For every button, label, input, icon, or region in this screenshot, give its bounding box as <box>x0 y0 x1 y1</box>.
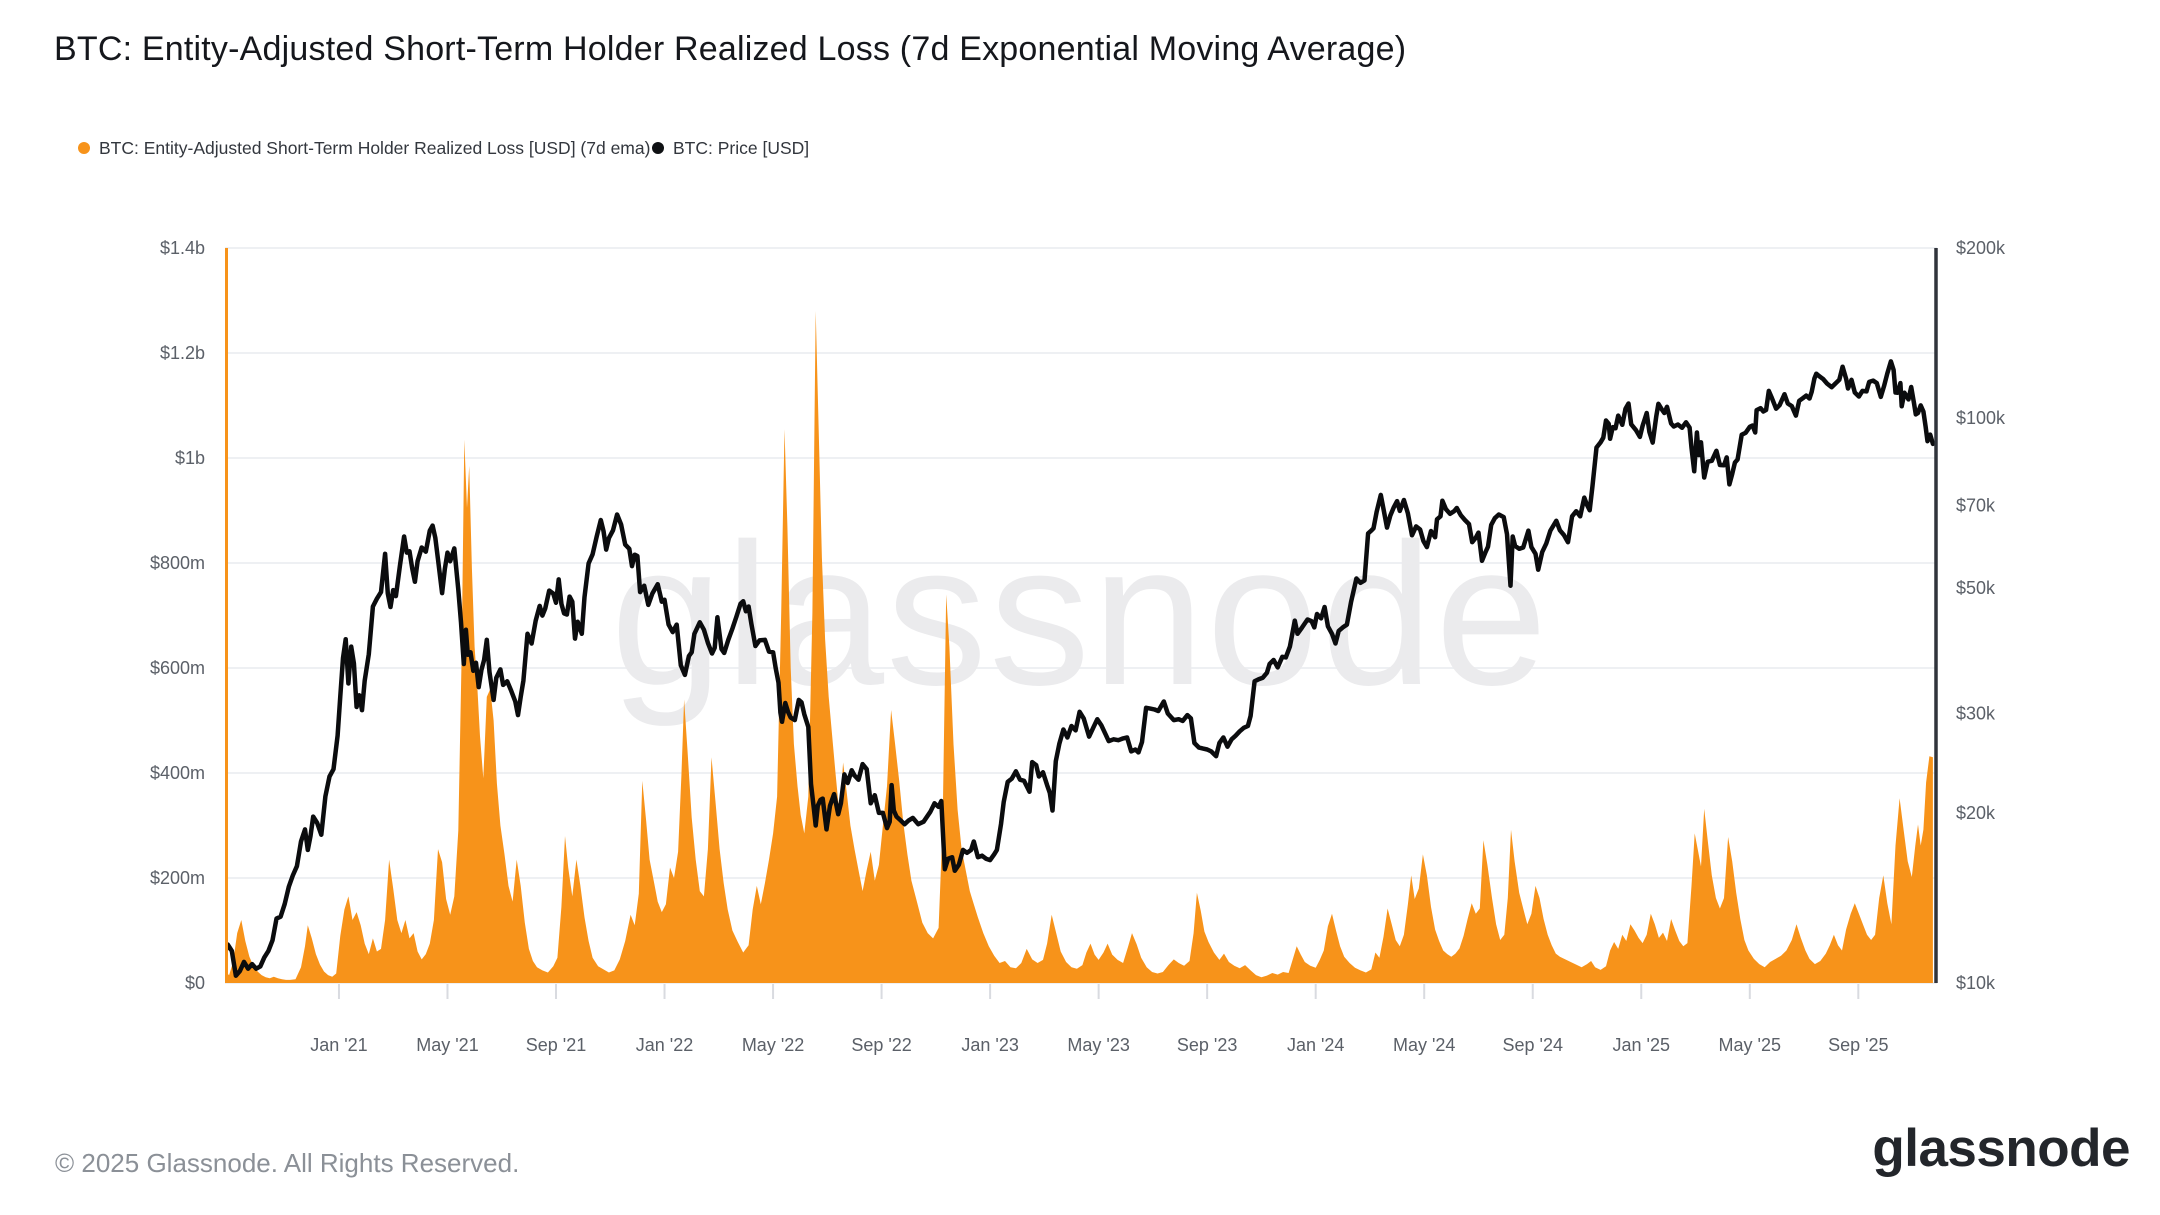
x-tick-label: May '23 <box>1067 1035 1129 1055</box>
x-tick-label: May '24 <box>1393 1035 1455 1055</box>
realized-loss-area-series <box>225 311 1933 983</box>
x-tick-label: Jan '22 <box>636 1035 693 1055</box>
y-right-tick-label: $70k <box>1956 496 1996 516</box>
x-tick-label: Jan '23 <box>961 1035 1018 1055</box>
y-right-tick-label: $200k <box>1956 238 2006 258</box>
y-left-tick-label: $400m <box>150 763 205 783</box>
x-tick-label: May '25 <box>1719 1035 1781 1055</box>
glassnode-logo[interactable]: glassnode <box>1872 1119 2130 1178</box>
y-right-tick-label: $50k <box>1956 578 1996 598</box>
btc-price-line-series <box>225 359 1936 978</box>
copyright-text: © 2025 Glassnode. All Rights Reserved. <box>55 1148 520 1178</box>
x-tick-label: Sep '21 <box>526 1035 587 1055</box>
y-left-tick-label: $1b <box>175 448 205 468</box>
x-tick-label: May '21 <box>416 1035 478 1055</box>
loss-series-swatch-icon <box>78 142 90 154</box>
x-tick-label: Sep '22 <box>851 1035 912 1055</box>
x-axis-tick-marks <box>337 984 1860 999</box>
y-left-tick-label: $800m <box>150 553 205 573</box>
legend-item-realized-loss[interactable]: BTC: Entity-Adjusted Short-Term Holder R… <box>78 136 650 160</box>
x-tick-label: Sep '23 <box>1177 1035 1238 1055</box>
watermark-glassnode: glassnode <box>611 501 1550 727</box>
legend-label: BTC: Price [USD] <box>673 137 810 158</box>
y-left-tick-label: $1.2b <box>160 343 205 363</box>
y-right-tick-label: $30k <box>1956 703 1996 723</box>
legend-label: BTC: Entity-Adjusted Short-Term Holder R… <box>99 137 651 158</box>
price-series-swatch-icon <box>652 142 664 154</box>
right-axis-labels: $200k $100k $70k $50k $30k $20k $10k <box>1956 238 2006 993</box>
legend-item-price[interactable]: BTC: Price [USD] <box>652 136 809 160</box>
y-right-tick-label: $20k <box>1956 803 1996 823</box>
x-tick-label: Jan '25 <box>1613 1035 1670 1055</box>
legend: BTC: Entity-Adjusted Short-Term Holder R… <box>0 136 2160 160</box>
x-tick-label: Sep '25 <box>1828 1035 1889 1055</box>
y-right-tick-label: $10k <box>1956 973 1996 993</box>
page-title: BTC: Entity-Adjusted Short-Term Holder R… <box>54 30 1407 68</box>
y-left-tick-label: $200m <box>150 868 205 888</box>
y-right-tick-label: $100k <box>1956 408 2006 428</box>
y-left-tick-label: $600m <box>150 658 205 678</box>
x-tick-label: Jan '24 <box>1287 1035 1344 1055</box>
x-tick-label: Jan '21 <box>310 1035 367 1055</box>
x-tick-label: May '22 <box>742 1035 804 1055</box>
x-axis-labels: Jan '21 May '21 Sep '21 Jan '22 May '22 Sep '… <box>310 1035 1888 1055</box>
y-left-tick-label: $0 <box>185 973 205 993</box>
x-tick-label: Sep '24 <box>1502 1035 1563 1055</box>
left-axis-labels: $1.4b $1.2b $1b $800m $600m $400m $200m $0 <box>150 238 205 993</box>
y-left-tick-label: $1.4b <box>160 238 205 258</box>
